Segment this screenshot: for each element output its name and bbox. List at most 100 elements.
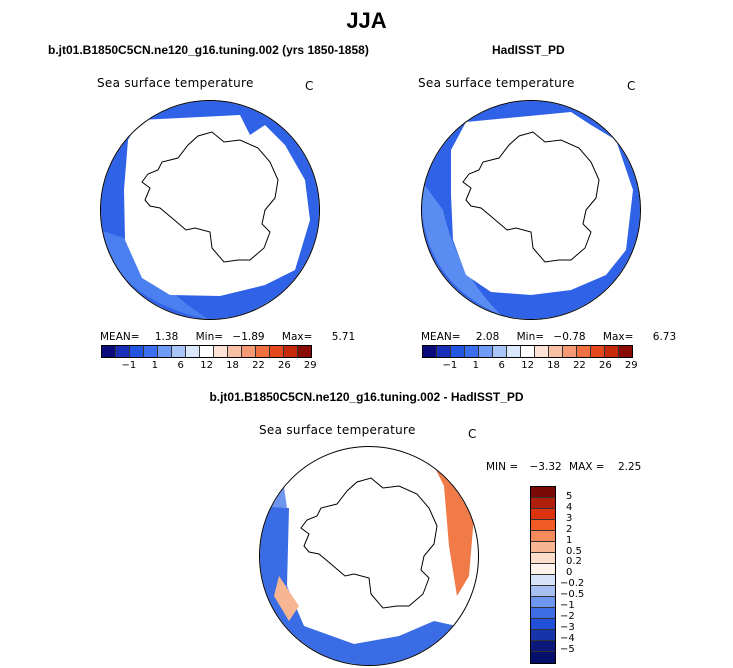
panel-1-unit-label: C [305,79,314,93]
colorbar-swatch [130,346,144,357]
colorbar-swatch [531,652,555,663]
panel-3-colorbar [530,486,556,664]
colorbar-swatch [591,346,605,357]
panel-1-variable-label: Sea surface temperature [97,76,254,90]
colorbar-swatch [531,641,555,652]
colorbar-swatch [270,346,284,357]
colorbar-swatch [531,619,555,630]
colorbar-swatch [298,346,311,357]
colorbar-swatch [465,346,479,357]
colorbar-swatch [531,542,555,553]
colorbar-tick-label: 18 [226,360,239,371]
panel-2-polar-map [421,100,641,320]
panel-3-max-value: 2.25 [617,461,642,473]
colorbar-tick-label: −2 [560,610,575,622]
colorbar-tick-label: 1 [566,534,573,546]
colorbar-swatch [577,346,591,357]
panel-2-mean-label: MEAN= [421,331,461,343]
panel-3-antarctica-coast [300,477,438,609]
panel-1-colorbar-ticks: −1 1 6 12 18 22 26 29 [101,360,316,372]
panel-1-antarctica-coast [141,131,279,263]
panel-3-min-value: −3.32 [529,461,562,473]
colorbar-swatch [200,346,214,357]
colorbar-swatch [531,564,555,575]
colorbar-swatch [531,586,555,597]
colorbar-tick-label: 22 [252,360,265,371]
panel-2-warm-band [422,180,501,315]
colorbar-tick-label: −3 [560,621,575,633]
colorbar-swatch [531,597,555,608]
colorbar-tick-label: 6 [177,360,184,371]
colorbar-tick-label: −1 [442,360,458,371]
colorbar-swatch [563,346,577,357]
panel-2-min-label: Min= [516,331,545,343]
panel-2-min-value: −0.78 [553,331,586,343]
panel-3-max-label: MAX = [569,461,605,473]
colorbar-swatch [521,346,535,357]
panel-3-stats: MIN = −3.32 MAX = 2.25 [486,461,641,473]
colorbar-tick-label: 1 [472,360,479,371]
panel-3-colorbar-labels: 5 4 3 2 1 0.5 0.2 0 −0.2 −0.5 −1 −2 −3 −4 −5 [560,486,600,656]
panel-1-max-label: Max= [281,331,313,343]
panel-3-positive-anomaly-sw [274,576,299,621]
colorbar-swatch [116,346,130,357]
colorbar-swatch [531,520,555,531]
panel-1-land-ice [124,115,310,296]
panel-2-variable-label: Sea surface temperature [418,76,575,90]
colorbar-swatch [451,346,465,357]
colorbar-swatch [437,346,451,357]
colorbar-swatch [242,346,256,357]
panel-2-antarctica-coast [462,131,600,263]
colorbar-tick-label: 29 [303,360,317,371]
panel-3-title: b.jt01.B1850C5CN.ne120_g16.tuning.002 - … [209,390,524,404]
colorbar-tick-label: −1 [121,360,137,371]
panel-1-stats: MEAN= 1.38 Min= −1.89 Max= 5.71 [100,331,355,343]
colorbar-tick-label: 4 [566,501,573,513]
colorbar-tick-label: 26 [598,360,612,371]
colorbar-swatch [619,346,632,357]
colorbar-swatch [228,346,242,357]
panel-3-polar-map [259,446,479,666]
colorbar-tick-label: −0.2 [560,578,585,590]
panel-1-title: b.jt01.B1850C5CN.ne120_g16.tuning.002 (y… [48,43,369,57]
colorbar-tick-label: 29 [624,360,638,371]
colorbar-tick-label: −4 [560,632,575,644]
colorbar-tick-label: 5 [566,491,573,502]
panel-1-min-value: −1.89 [232,331,265,343]
colorbar-swatch [531,575,555,586]
colorbar-tick-label: 2 [566,523,573,535]
colorbar-swatch [531,498,555,509]
panel-2-title: HadISST_PD [492,43,565,57]
colorbar-tick-label: 6 [498,360,505,371]
colorbar-swatch [531,487,555,498]
panel-2-max-label: Max= [602,331,634,343]
colorbar-tick-label: −1 [560,600,575,611]
colorbar-tick-label: −5 [560,643,575,655]
colorbar-tick-label: 22 [573,360,586,371]
colorbar-swatch [531,630,555,641]
colorbar-tick-label: 12 [521,360,534,371]
panel-3-variable-label: Sea surface temperature [259,423,416,437]
panel-2-mean-value: 2.08 [475,331,500,343]
panel-3-min-label: MIN = [486,461,519,473]
colorbar-tick-label: 3 [566,512,573,524]
colorbar-swatch [531,608,555,619]
figure-title: JJA [346,8,387,33]
colorbar-tick-label: 0.5 [566,545,582,557]
colorbar-tick-label: 1 [151,360,158,371]
colorbar-tick-label: 0 [566,567,573,579]
colorbar-swatch [507,346,521,357]
panel-1-min-label: Min= [195,331,224,343]
panel-2-colorbar-ticks: −1 1 6 12 18 22 26 29 [422,360,637,372]
panel-3-negative-anomaly [260,506,478,665]
panel-1-polar-map [100,100,320,320]
colorbar-swatch [186,346,200,357]
colorbar-swatch [256,346,270,357]
colorbar-swatch [535,346,549,357]
colorbar-swatch [158,346,172,357]
colorbar-swatch [479,346,493,357]
colorbar-swatch [531,509,555,520]
panel-2-max-value: 6.73 [652,331,677,343]
colorbar-tick-label: 12 [200,360,213,371]
panel-1-mean-value: 1.38 [154,331,179,343]
